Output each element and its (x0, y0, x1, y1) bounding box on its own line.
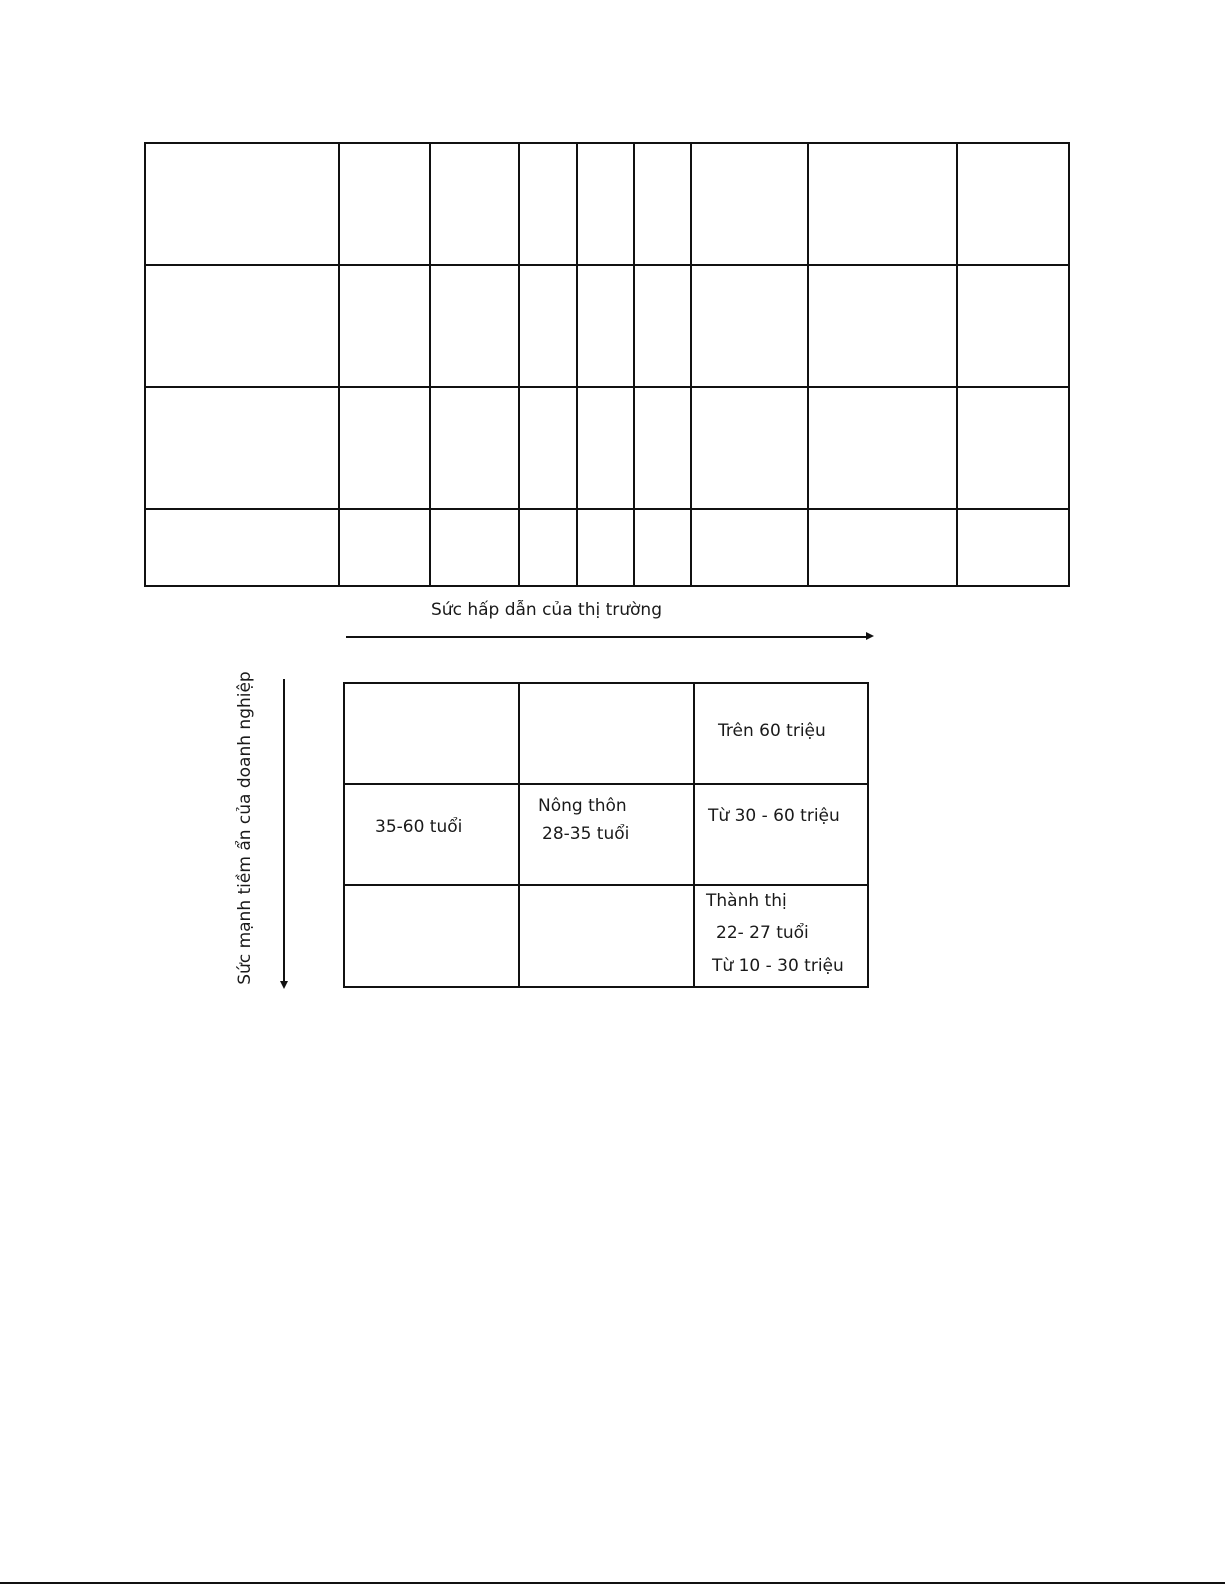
grid-line (144, 508, 1070, 510)
grid-line (576, 142, 578, 587)
grid-line (343, 682, 869, 684)
grid-line (807, 142, 809, 587)
grid-line (144, 142, 146, 587)
cell-text: Trên 60 triệu (718, 721, 826, 741)
page-divider (0, 1582, 1225, 1584)
grid-line (518, 142, 520, 587)
grid-line (144, 264, 1070, 266)
grid-line (693, 682, 695, 988)
grid-line (338, 142, 340, 587)
cell-text: Từ 30 - 60 triệu (708, 806, 840, 826)
grid-line (690, 142, 692, 587)
cell-text: 35-60 tuổi (375, 817, 463, 837)
grid-line (429, 142, 431, 587)
grid-line (343, 682, 345, 988)
cell-text: Từ 10 - 30 triệu (712, 956, 844, 976)
cell-text: Thành thị (706, 891, 787, 911)
grid-line (633, 142, 635, 587)
cell-text: Nông thôn (538, 796, 627, 816)
grid-line (343, 986, 869, 988)
grid-line (144, 386, 1070, 388)
grid-line (343, 884, 869, 886)
grid-line (343, 783, 869, 785)
grid-line (518, 682, 520, 988)
grid-line (867, 682, 869, 988)
grid-line (1068, 142, 1070, 587)
grid-line (144, 585, 1070, 587)
y-axis-label: Sức mạnh tiềm ẩn của doanh nghiệp (235, 671, 255, 985)
grid-line (144, 142, 1070, 144)
cell-text: 22- 27 tuổi (716, 923, 809, 943)
x-axis-label: Sức hấp dẫn của thị trường (431, 600, 662, 620)
grid-line (956, 142, 958, 587)
cell-text: 28-35 tuổi (542, 824, 630, 844)
